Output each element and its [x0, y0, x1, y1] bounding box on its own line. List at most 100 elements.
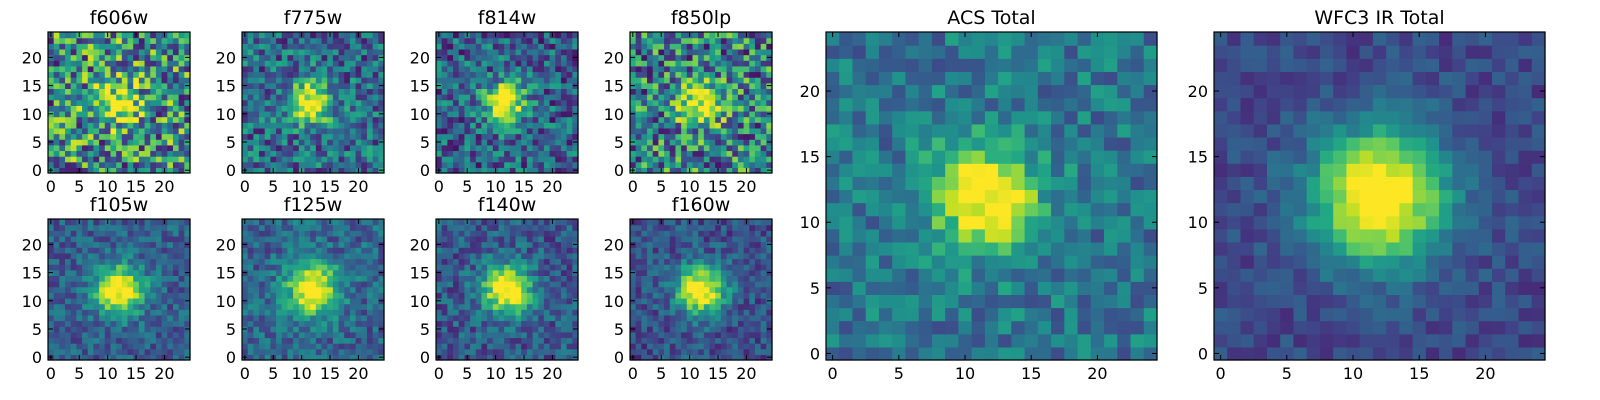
heatmap-cell — [458, 309, 465, 316]
heatmap-cell — [726, 275, 733, 282]
y-tick-label: 10 — [22, 292, 42, 311]
heatmap-cell — [458, 337, 465, 344]
heatmap-cell — [172, 105, 180, 112]
heatmap-cell — [487, 269, 494, 276]
heatmap-cell — [492, 343, 500, 350]
heatmap-cell — [675, 99, 682, 106]
heatmap-cell — [686, 54, 694, 61]
heatmap-cell — [475, 275, 483, 282]
heatmap-cell — [475, 230, 483, 237]
heatmap-cell — [161, 314, 168, 322]
heatmap-cell — [453, 281, 460, 288]
heatmap-cell — [167, 297, 174, 305]
heatmap-cell — [504, 230, 511, 237]
heatmap-cell — [652, 43, 659, 50]
heatmap-cell — [641, 110, 648, 118]
heatmap-cell — [259, 54, 266, 61]
heatmap-cell — [361, 247, 368, 254]
heatmap-cell — [675, 303, 682, 310]
heatmap-cell — [515, 161, 522, 168]
heatmap-cell — [560, 133, 568, 140]
heatmap-cell — [99, 348, 106, 355]
heatmap-cell — [464, 88, 471, 95]
heatmap-cell — [521, 99, 528, 106]
heatmap-cell — [737, 71, 745, 78]
heatmap-cell — [681, 150, 688, 157]
heatmap-cell — [441, 150, 448, 157]
heatmap-cell — [361, 309, 368, 316]
heatmap-cell — [65, 48, 72, 56]
heatmap-cell — [344, 133, 351, 140]
heatmap-cell — [555, 281, 562, 288]
heatmap-cell — [521, 116, 528, 123]
heatmap-cell — [378, 43, 385, 50]
heatmap-cell — [48, 144, 55, 152]
heatmap-cell — [321, 348, 328, 355]
heatmap-cell — [492, 127, 500, 135]
heatmap-cell — [709, 54, 716, 61]
heatmap-cell — [549, 337, 556, 344]
heatmap-cell — [635, 32, 642, 39]
heatmap-cell — [436, 331, 443, 339]
heatmap-cell — [470, 303, 477, 310]
heatmap-cell — [150, 82, 157, 89]
heatmap-cell — [560, 303, 568, 310]
heatmap-cell — [304, 88, 311, 95]
heatmap-cell — [264, 48, 271, 56]
heatmap-cell — [264, 297, 271, 305]
heatmap-cell — [310, 224, 317, 231]
heatmap-cell — [338, 82, 345, 89]
heatmap-cell — [458, 286, 465, 293]
heatmap-cell — [298, 150, 306, 157]
heatmap-cell — [155, 71, 163, 78]
heatmap-cell — [458, 269, 465, 276]
heatmap-cell — [270, 275, 277, 282]
heatmap-cell — [692, 303, 699, 310]
heatmap-cell — [647, 303, 654, 310]
heatmap-cell — [332, 219, 340, 226]
heatmap-cell — [65, 343, 72, 350]
heatmap-cell — [276, 167, 283, 174]
heatmap-cell — [720, 60, 728, 67]
heatmap-cell — [281, 343, 289, 350]
heatmap-cell — [293, 247, 300, 254]
heatmap-cell — [293, 348, 300, 355]
heatmap-cell — [321, 65, 328, 73]
heatmap-cell — [686, 48, 694, 56]
heatmap-cell — [372, 167, 379, 174]
heatmap-cell — [361, 348, 368, 355]
heatmap-cell — [543, 252, 551, 260]
heatmap-cell — [127, 309, 134, 316]
heatmap-cell — [281, 110, 289, 118]
heatmap-cell — [658, 144, 665, 152]
heatmap-cell — [481, 161, 488, 168]
heatmap-cell — [526, 105, 534, 112]
heatmap-cell — [253, 105, 260, 112]
heatmap-cell — [641, 94, 648, 101]
heatmap-cell — [121, 94, 129, 101]
heatmap-cell — [715, 43, 722, 50]
heatmap-cell — [681, 343, 688, 350]
heatmap-cell — [686, 326, 694, 333]
heatmap-cell — [675, 37, 682, 44]
heatmap-cell — [133, 88, 140, 95]
heatmap-cell — [264, 241, 271, 248]
heatmap-cell — [332, 82, 340, 89]
heatmap-cell — [349, 247, 357, 254]
heatmap-cell — [53, 127, 60, 135]
heatmap-cell — [321, 286, 328, 293]
heatmap-cell — [259, 88, 266, 95]
heatmap-cell — [361, 320, 368, 327]
heatmap-cell — [242, 105, 249, 112]
heatmap-cell — [532, 235, 539, 243]
heatmap-cell — [247, 88, 254, 95]
heatmap-cell — [361, 326, 368, 333]
heatmap-cell — [99, 156, 106, 163]
heatmap-cell — [144, 150, 151, 157]
heatmap-cell — [167, 150, 174, 157]
heatmap-cell — [59, 281, 66, 288]
heatmap-cell — [70, 314, 77, 322]
heatmap-cell — [310, 156, 317, 163]
heatmap-cell — [475, 343, 483, 350]
heatmap-cell — [464, 110, 471, 118]
